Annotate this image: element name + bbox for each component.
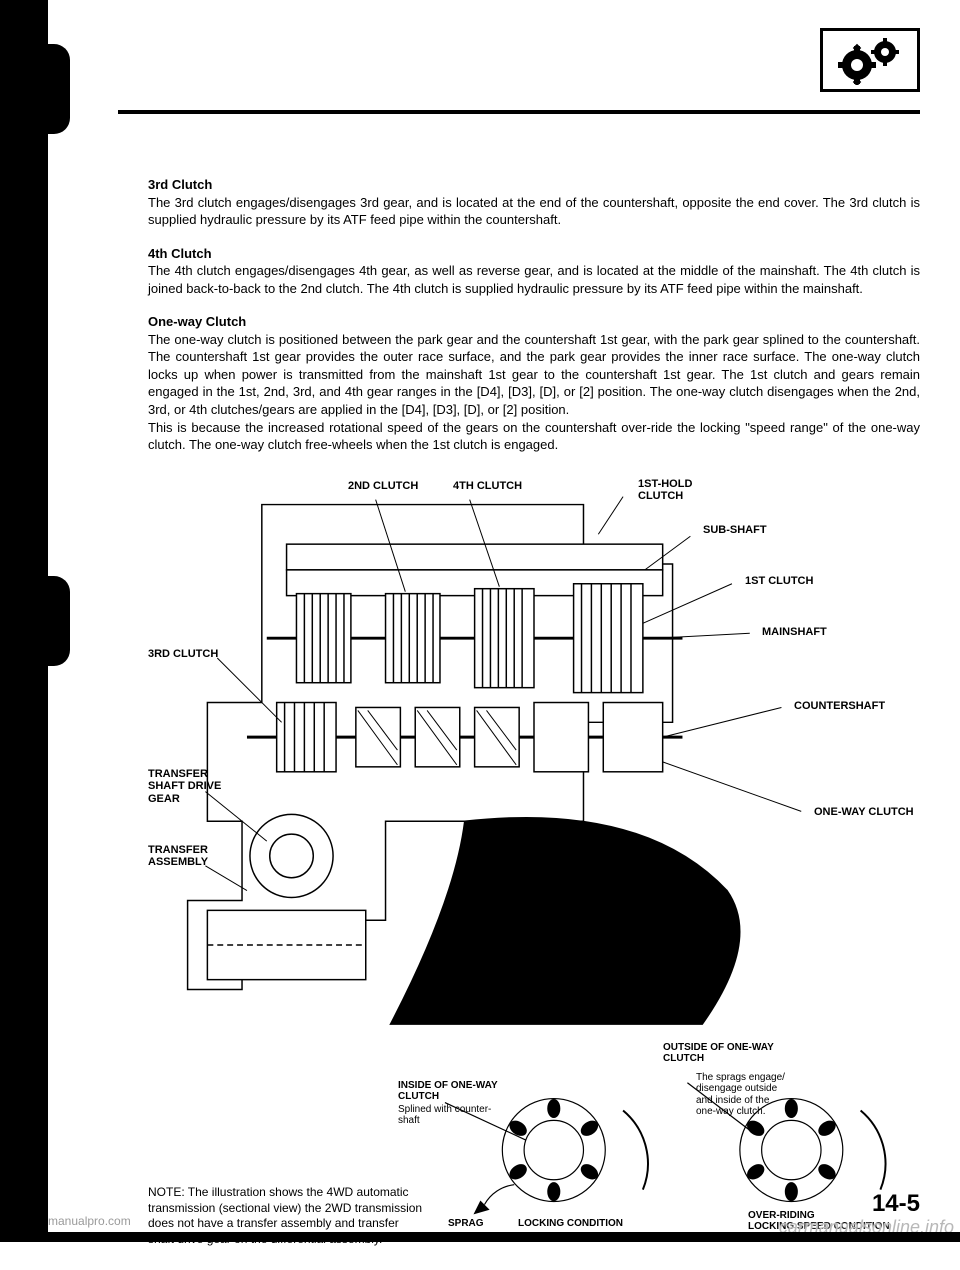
text-content: 3rd Clutch The 3rd clutch engages/diseng… [148,160,920,1270]
header-icon-box [820,28,920,92]
transmission-svg [148,472,920,1032]
label-transfer-asm: TRANSFER ASSEMBLY [148,844,208,869]
note-lead: NOTE: [148,1185,185,1199]
label-transfer-drive: TRANSFER SHAFT DRIVE GEAR [148,768,221,806]
header-rule [118,110,920,114]
page-number: 14-5 [872,1190,920,1218]
bottom-black-bar [0,1232,960,1242]
page-content: 3rd Clutch The 3rd clutch engages/diseng… [48,0,960,1242]
section-title-oneway: One-way Clutch [148,313,920,331]
label-outside-oneway: OUTSIDE OF ONE-WAY CLUTCH [663,1042,774,1065]
label-oneway: ONE-WAY CLUTCH [814,806,914,819]
label-locking: LOCKING CONDITION [518,1218,623,1230]
label-mainshaft: MAINSHAFT [762,626,827,639]
section-title-3rd: 3rd Clutch [148,176,920,194]
label-3rd-clutch: 3RD CLUTCH [148,648,218,661]
label-1st-hold: 1ST-HOLD CLUTCH [638,478,692,503]
desc-outside-oneway: The sprags engage/ disengage outside and… [696,1072,785,1118]
desc-inside-oneway: Splined with counter- shaft [398,1104,491,1127]
transmission-diagram: 2ND CLUTCH 4TH CLUTCH 1ST-HOLD CLUTCH SU… [148,472,920,1032]
section-title-4th: 4th Clutch [148,245,920,263]
section-body-3rd: The 3rd clutch engages/disengages 3rd ge… [148,194,920,229]
label-countershaft: COUNTERSHAFT [794,700,885,713]
label-1st-clutch: 1ST CLUTCH [745,575,813,588]
label-4th-clutch: 4TH CLUTCH [453,480,522,493]
label-2nd-clutch: 2ND CLUTCH [348,480,418,493]
section-body-oneway: The one-way clutch is positioned between… [148,331,920,454]
section-body-4th: The 4th clutch engages/disengages 4th ge… [148,262,920,297]
label-subshaft: SUB-SHAFT [703,524,767,537]
watermark-left: manualpro.com [48,1214,131,1228]
gears-icon [830,35,910,85]
label-sprag: SPRAG [448,1218,484,1230]
label-inside-oneway: INSIDE OF ONE-WAY CLUTCH [398,1080,498,1103]
